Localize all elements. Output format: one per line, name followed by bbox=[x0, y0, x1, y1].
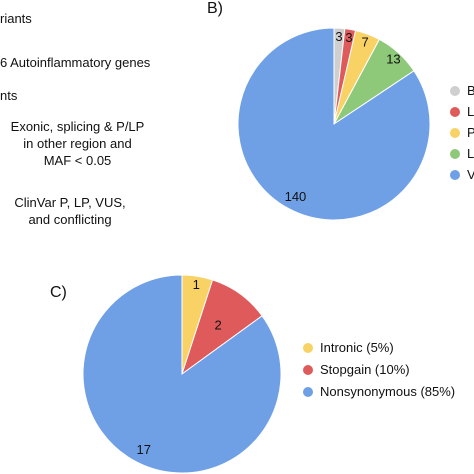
left-text-line-4b: in other region and bbox=[23, 136, 132, 151]
legend-c-swatch-0 bbox=[303, 343, 313, 353]
pie-b-slice-4 bbox=[237, 27, 431, 221]
legend-b-label-1: L bbox=[467, 104, 474, 119]
left-text-line-1: riants bbox=[0, 11, 32, 26]
pie-b-value-label-3: 13 bbox=[386, 52, 400, 67]
legend-c-swatch-1 bbox=[303, 365, 313, 375]
legend-c-label-1: Stopgain (10%) bbox=[320, 362, 410, 377]
legend-c-label-0: Intronic (5%) bbox=[320, 340, 394, 355]
left-text-block-4: Exonic, splicing & P/LP in other region … bbox=[0, 118, 155, 169]
pie-b-value-label-2: 7 bbox=[361, 34, 368, 49]
legend-c-label-2: Nonsynonymous (85%) bbox=[320, 384, 456, 399]
pie-c-slice-2 bbox=[82, 274, 282, 474]
legend-b-swatch-0 bbox=[450, 86, 460, 96]
left-text-line-4c: MAF < 0.05 bbox=[43, 153, 112, 168]
legend-c-swatch-2 bbox=[303, 387, 313, 397]
legend-b-swatch-2 bbox=[450, 128, 460, 138]
legend-b-swatch-3 bbox=[450, 149, 460, 159]
pie-c-value-label-1: 2 bbox=[214, 317, 221, 332]
legend-b-swatch-4 bbox=[450, 170, 460, 180]
panel-label-c: C) bbox=[50, 284, 67, 301]
left-text-line-5a: ClinVar P, LP, VUS, bbox=[14, 195, 126, 210]
legend-b-label-4: V bbox=[467, 167, 474, 182]
pie-b-value-label-0: 3 bbox=[335, 29, 342, 44]
legend-b-label-0: B bbox=[467, 83, 474, 98]
left-text-line-2: 6 Autoinflammatory genes bbox=[0, 55, 151, 70]
legend-b-label-3: L bbox=[467, 146, 474, 161]
left-text-line-3: nts bbox=[0, 88, 18, 103]
left-text-block-5: ClinVar P, LP, VUS, and conflicting bbox=[0, 194, 140, 228]
panel-label-b: B) bbox=[207, 0, 223, 17]
legend-b-label-2: P bbox=[467, 125, 474, 140]
pie-b-value-label-1: 3 bbox=[345, 30, 352, 45]
pie-c-value-label-0: 1 bbox=[193, 277, 200, 292]
left-text-line-5b: and conflicting bbox=[28, 212, 112, 227]
left-text-line-4a: Exonic, splicing & P/LP bbox=[10, 119, 145, 134]
legend-b-swatch-1 bbox=[450, 107, 460, 117]
pie-c-value-label-2: 17 bbox=[137, 442, 151, 457]
pie-b-value-label-4: 140 bbox=[285, 189, 307, 204]
